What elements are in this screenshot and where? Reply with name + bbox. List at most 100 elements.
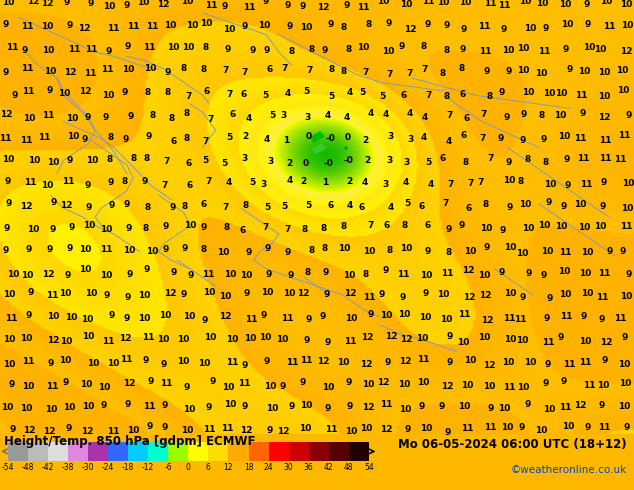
Text: 12: 12 xyxy=(441,382,454,392)
Text: 7: 7 xyxy=(422,65,428,74)
Text: 5: 5 xyxy=(380,92,386,101)
Text: 9: 9 xyxy=(284,248,290,257)
Text: 9: 9 xyxy=(461,25,467,34)
Text: 2: 2 xyxy=(363,136,369,145)
Text: 10: 10 xyxy=(377,0,389,6)
Text: 10: 10 xyxy=(623,179,634,188)
Text: 10: 10 xyxy=(276,335,288,344)
Text: 10: 10 xyxy=(382,47,394,56)
Text: 4: 4 xyxy=(402,177,408,187)
Text: 9: 9 xyxy=(347,402,353,411)
Text: 9: 9 xyxy=(146,422,153,431)
Text: 11: 11 xyxy=(579,358,591,367)
Text: 9: 9 xyxy=(107,178,114,187)
Text: 9: 9 xyxy=(47,359,53,368)
Text: 8: 8 xyxy=(184,109,190,118)
Text: 9: 9 xyxy=(46,86,53,96)
Text: 9: 9 xyxy=(598,315,605,323)
Text: 10: 10 xyxy=(103,2,115,11)
Text: 5: 5 xyxy=(262,91,269,99)
Text: 12: 12 xyxy=(123,379,136,388)
Text: 6: 6 xyxy=(200,200,206,209)
Text: 10: 10 xyxy=(181,425,194,435)
Text: 8: 8 xyxy=(144,153,150,163)
Text: 4: 4 xyxy=(387,203,394,212)
Text: 9: 9 xyxy=(543,314,550,322)
Text: 11: 11 xyxy=(102,337,115,346)
Text: 9: 9 xyxy=(584,20,591,28)
Text: 8: 8 xyxy=(164,88,171,97)
Text: 10: 10 xyxy=(41,181,53,190)
Text: 10: 10 xyxy=(594,45,607,54)
Text: 10: 10 xyxy=(621,204,633,213)
Text: 9: 9 xyxy=(404,425,411,434)
Text: 12: 12 xyxy=(600,338,613,347)
Text: 9: 9 xyxy=(221,2,228,11)
Text: 9: 9 xyxy=(49,225,56,234)
Text: 9: 9 xyxy=(621,333,628,342)
Text: 8: 8 xyxy=(182,202,188,211)
Text: 7: 7 xyxy=(203,137,209,146)
Text: 3: 3 xyxy=(242,154,248,164)
Text: 8: 8 xyxy=(203,43,209,52)
Text: 10: 10 xyxy=(198,360,210,368)
Text: 10: 10 xyxy=(524,24,536,33)
Text: 11: 11 xyxy=(484,423,496,432)
Text: 11: 11 xyxy=(42,111,55,120)
Text: 10: 10 xyxy=(594,221,606,230)
Text: 9: 9 xyxy=(123,200,129,209)
Text: 9: 9 xyxy=(557,333,564,343)
Text: 10: 10 xyxy=(157,336,169,344)
Text: 10: 10 xyxy=(178,357,190,366)
Bar xyxy=(188,442,209,461)
Text: 10: 10 xyxy=(264,382,276,391)
Text: 12: 12 xyxy=(157,0,169,9)
Text: 9: 9 xyxy=(300,378,306,387)
Text: 10: 10 xyxy=(299,424,312,433)
Text: 10: 10 xyxy=(127,426,139,435)
Bar xyxy=(288,442,309,461)
Text: 9: 9 xyxy=(521,110,527,119)
Text: 7: 7 xyxy=(425,91,431,100)
Text: 9: 9 xyxy=(267,426,273,435)
Text: 12: 12 xyxy=(360,360,373,368)
Text: 9: 9 xyxy=(526,269,532,278)
Text: 7: 7 xyxy=(164,157,170,166)
Text: 10: 10 xyxy=(346,314,358,323)
Text: 9: 9 xyxy=(181,290,187,298)
Text: 10: 10 xyxy=(416,335,429,343)
Text: 4: 4 xyxy=(420,133,427,142)
Text: 9: 9 xyxy=(85,203,92,212)
Text: 10: 10 xyxy=(98,383,110,392)
Text: 10: 10 xyxy=(100,271,112,280)
Text: 11: 11 xyxy=(503,314,515,323)
Text: 9: 9 xyxy=(50,198,56,207)
Text: 10: 10 xyxy=(84,221,96,230)
Text: 10: 10 xyxy=(66,114,79,123)
Text: 7: 7 xyxy=(162,181,168,190)
Text: 10: 10 xyxy=(574,200,586,209)
Text: 10: 10 xyxy=(27,225,39,234)
Text: 12: 12 xyxy=(27,0,39,6)
Text: 0: 0 xyxy=(186,463,191,472)
Text: 11: 11 xyxy=(22,87,35,96)
Text: 9: 9 xyxy=(2,245,8,255)
Text: 10: 10 xyxy=(458,402,470,411)
Text: 10: 10 xyxy=(522,224,535,233)
Text: 6: 6 xyxy=(186,159,192,169)
Text: 6: 6 xyxy=(186,181,193,190)
Text: 10: 10 xyxy=(535,69,548,77)
Text: 11: 11 xyxy=(598,153,611,163)
Text: 8: 8 xyxy=(446,248,451,257)
Bar xyxy=(148,442,168,461)
Text: 12: 12 xyxy=(481,316,493,325)
Text: 12: 12 xyxy=(41,0,54,8)
Text: 6: 6 xyxy=(328,201,333,210)
Text: -0: -0 xyxy=(324,159,333,169)
Text: 12: 12 xyxy=(598,113,611,122)
Text: 10: 10 xyxy=(204,333,216,343)
Text: 8: 8 xyxy=(321,224,327,233)
Text: 11: 11 xyxy=(286,358,298,367)
Text: 4: 4 xyxy=(246,114,252,123)
Text: 9: 9 xyxy=(200,223,207,232)
